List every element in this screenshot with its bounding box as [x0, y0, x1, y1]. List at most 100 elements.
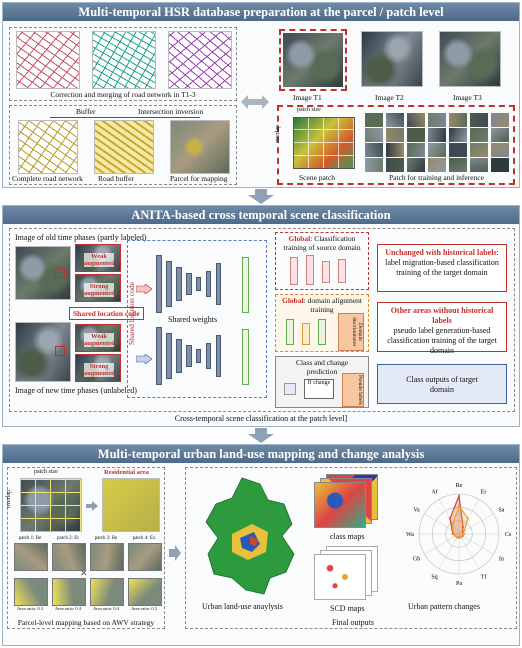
- training-patch-thumb: [365, 113, 383, 127]
- complete-road-map: [18, 120, 78, 174]
- awv-area-ratio: Area ratio: 0.3: [130, 606, 158, 611]
- radar-axis-label: Va: [413, 508, 420, 514]
- training-patch-thumb: [365, 128, 383, 142]
- awv-patch-mask: [128, 578, 162, 606]
- awv-combine-icon: ✕: [80, 568, 88, 578]
- training-patch-thumb: [407, 158, 425, 172]
- training-patch-thumb: [449, 143, 467, 157]
- encoder-bottom-layer-2: [166, 333, 172, 379]
- old-strong-augmented: Strong augmented: [75, 274, 121, 302]
- encoder-top-layer-5: [196, 277, 201, 291]
- training-patch-thumb: [470, 113, 488, 127]
- road-network-box: Correction and merging of road network i…: [9, 27, 237, 101]
- scene-patch-map: [293, 117, 355, 169]
- training-patch-thumb: [449, 128, 467, 142]
- section-mapping: Multi-temporal urban land-use mapping an…: [2, 444, 520, 646]
- global1-title: Global: [288, 234, 311, 243]
- awv-grid-image: [20, 478, 82, 532]
- radar-point: [453, 533, 456, 535]
- old-strong-label: Strong augmented: [84, 283, 115, 297]
- training-patch-thumb: [428, 113, 446, 127]
- cls-plate-3: [322, 261, 330, 283]
- training-patch-thumb: [470, 128, 488, 142]
- training-patch-thumb: [449, 158, 467, 172]
- section3-title: Multi-temporal urban land-use mapping an…: [3, 445, 519, 463]
- image-t3-label: Image T3: [453, 93, 482, 102]
- pseudo-labels-label: Pseudo labels: [357, 374, 363, 406]
- class-change-box: Class and change prediction If change Ps…: [275, 356, 369, 408]
- encoder-bottom-layer-3: [176, 339, 182, 373]
- new-weak-augmented: Weak augmented: [75, 324, 121, 352]
- other-areas-box: Other areas without historical labels pse…: [377, 302, 507, 355]
- pseudo-labels-box: Pseudo labels: [342, 373, 364, 407]
- road-map-t1: [16, 31, 80, 89]
- class-outputs-label: Class outputs of target domain: [406, 375, 478, 394]
- awv-patch-label: patch 4: Ex: [132, 536, 156, 541]
- training-patch-thumb: [428, 143, 446, 157]
- training-patch-thumb: [365, 143, 383, 157]
- road-map-t3: [168, 31, 232, 89]
- encoder-bottom-layer-1: [156, 327, 162, 385]
- awv-caption: Parcel-level mapping based on AWV strate…: [17, 618, 155, 627]
- awv-patch-image: [52, 543, 86, 571]
- urban-pattern-label: Urban pattern changes: [408, 602, 480, 611]
- radar-point: [458, 505, 460, 507]
- radar-spoke: [458, 533, 480, 569]
- training-patch-thumb: [365, 158, 383, 172]
- encoder-top-layer-1: [156, 255, 162, 313]
- patch-training-caption: Patch for training and inference: [389, 173, 484, 182]
- radar-point: [458, 537, 460, 539]
- patch-size-label: patch size: [297, 107, 321, 113]
- radar-point: [460, 534, 463, 537]
- parcel-caption: Parcel for mapping: [170, 174, 228, 183]
- awv-overlap: overlap: [6, 490, 12, 508]
- if-change-box: If change: [304, 379, 334, 399]
- shared-location-vertical: Shared location code: [126, 282, 136, 345]
- radar-point: [454, 535, 457, 537]
- parcel-map: [170, 120, 230, 174]
- bidirectional-arrow-icon: [241, 95, 269, 109]
- parcel-generation-box: Buffer Intersection inversion Complete r…: [9, 105, 237, 185]
- global2-desc: : domain alignment training: [303, 296, 362, 314]
- training-patch-thumb: [491, 128, 509, 142]
- old-image-patch-marker: [55, 268, 65, 278]
- buffer-label: Buffer: [76, 107, 96, 116]
- patch-generation-box: patch size overlap Scene patch Patch for…: [275, 105, 515, 185]
- scd-maps-stack: [314, 546, 380, 604]
- encoder-bottom-layer-5: [196, 349, 201, 363]
- overlap-label: overlap: [275, 125, 281, 143]
- final-outputs-box: Urban land-use anaylysis class maps SCD …: [185, 467, 517, 629]
- shared-weights-label: Shared weights: [168, 315, 218, 324]
- radar-point: [452, 522, 454, 525]
- global-alignment-box: Global: domain alignment training Domain…: [275, 294, 369, 352]
- image-t3: [439, 31, 501, 87]
- residential-label: Residential area: [104, 469, 149, 476]
- awv-patch-image: [128, 543, 162, 571]
- section2-title: ANITA-based cross temporal scene classif…: [3, 206, 519, 224]
- encoder-top-layer-7: [216, 263, 221, 305]
- flow-arrow-2-stem: [255, 428, 267, 434]
- awv-patch-label: patch 1: Re: [18, 536, 42, 541]
- scene-patch-caption: Scene patch: [299, 173, 336, 182]
- awv-grid-overlay: [21, 479, 81, 531]
- image-t1-frame: [279, 29, 347, 91]
- encoder-top-layer-2: [166, 261, 172, 307]
- awv-arrow-icon: [86, 498, 98, 511]
- awv-patch-size: patch size: [34, 469, 58, 475]
- radar-spoke: [438, 533, 460, 569]
- domain-discriminator: Domain discriminator: [338, 313, 364, 351]
- global2-text: Global: domain alignment training: [278, 296, 366, 314]
- encoder-bottom-layer-7: [216, 335, 221, 377]
- cube-icon: [284, 383, 296, 395]
- cls-plate-1: [290, 257, 298, 285]
- awv-patch-mask: [14, 578, 48, 606]
- radar-axis-label: Sq: [431, 574, 437, 580]
- road-map-t2: [92, 31, 156, 89]
- radar-axis-label: Af: [431, 489, 437, 496]
- training-patch-thumb: [407, 113, 425, 127]
- training-patch-thumb: [386, 128, 404, 142]
- section-database-preparation: Multi-temporal HSR database preparation …: [2, 2, 520, 188]
- radar-axis-label: Er: [481, 490, 487, 496]
- training-patch-thumb: [491, 158, 509, 172]
- radar-axis-label: Gb: [413, 557, 420, 563]
